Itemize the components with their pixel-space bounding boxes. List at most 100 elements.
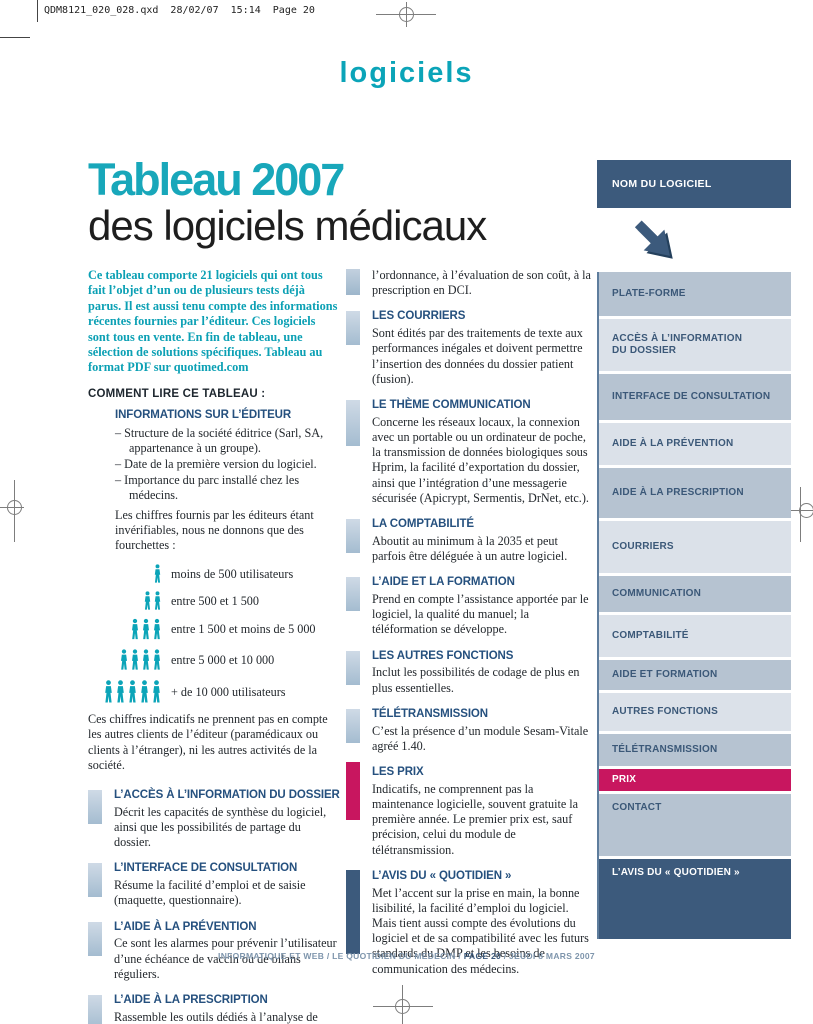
sidebar-row-plate-forme: PLATE-FORME [597,272,791,316]
legend-label: entre 5 000 et 10 000 [171,652,275,667]
section-heading: LES AUTRES FONCTIONS [372,649,514,662]
section-marker [88,863,102,898]
section-heading: L’INTERFACE DE CONSULTATION [114,862,298,875]
legend-icons [88,563,162,585]
section-body: C’est la présence d’un module Sesam-Vita… [372,723,589,753]
person-icon [144,591,151,610]
section-marker [346,311,360,346]
footer-page-number: PAGE 20 [463,951,502,961]
table-header-sidebar: NOM DU LOGICIEL PLATE-FORM [597,160,791,942]
print-filename-header: QDM8121_020_028.qxd 28/02/07 15:14 Page … [44,5,315,16]
sidebar-row-aide-prevention: AIDE À LA PRÉVENTION [597,423,791,465]
section-heading: LES PRIX [372,766,424,779]
section-body: Décrit les capacités de synthèse du logi… [114,804,327,850]
editor-info-block: INFORMATIONS SUR L’ÉDITEUR – Structure d… [115,409,340,553]
column-middle: l’ordonnance, à l’évaluation de son coût… [346,268,594,989]
legend-row: entre 5 000 et 10 000 [88,647,340,673]
section-body: Concerne les réseaux locaux, la connexio… [372,414,589,505]
section-marker [346,708,360,743]
registration-mark [399,7,414,22]
legend-label: moins de 500 utilisateurs [171,566,294,581]
sidebar-row-aide-prescription: AIDE À LA PRESCRIPTION [597,468,791,518]
section-communication: LE THÈME COMMUNICATION Concerne les rése… [346,399,594,506]
registration-mark [799,503,813,518]
registration-mark [395,999,410,1014]
section-heading: L’AVIS DU « QUOTIDIEN » [372,869,512,882]
sidebar-left-rule [597,272,599,939]
section-body: Rassemble les outils dédiés à l’analyse … [114,1009,318,1024]
person-icon [154,619,160,640]
section-body: Prend en compte l’assistance apportée pa… [372,592,589,637]
section-interface-consultation: L’INTERFACE DE CONSULTATION Résume la fa… [88,862,340,908]
legend-label: + de 10 000 utilisateurs [171,684,286,699]
section-aide-prescription: L’AIDE À LA PRESCRIPTION Rassemble les o… [88,994,340,1024]
section-comptabilite: LA COMPTABILITÉ Aboutit au minimum à la … [346,518,594,564]
sidebar-row-communication: COMMUNICATION [597,576,791,612]
person-icon [143,619,149,640]
section-body: Résume la facilité d’emploi et de saisie… [114,878,306,908]
column-left: Ce tableau comporte 21 logiciels qui ont… [88,268,340,1024]
footer-date: / JEUDI 8 MARS 2007 [501,951,595,961]
crop-mark [0,37,30,38]
legend-label: entre 1 500 et moins de 5 000 [171,622,316,637]
section-heading: L’AIDE ET LA FORMATION [372,576,515,589]
arrow-down-right-icon [634,220,673,259]
crop-mark [37,0,38,22]
section-prix: LES PRIX Indicatifs, ne comprennent pas … [346,762,594,858]
sidebar-row-prix: PRIX [597,769,791,791]
bullet-item: – Importance du parc installé chez les m… [115,473,300,503]
sidebar-arrow-cell [597,211,791,269]
section-body: l’ordonnance, à l’évaluation de son coût… [372,268,591,298]
section-courriers: LES COURRIERS Sont édités par des traite… [346,310,594,387]
sidebar-row-acces-information: ACCÈS À L’INFORMATION DU DOSSIER [597,319,791,371]
legend-row: entre 500 et 1 500 [88,590,340,612]
section-marker [346,650,360,685]
sidebar-rows: PLATE-FORME ACCÈS À L’INFORMATION DU DOS… [597,272,791,939]
person-icon [132,619,138,640]
legend-row: entre 1 500 et moins de 5 000 [88,617,340,642]
sidebar-row-aide-formation: AIDE ET FORMATION [597,660,791,690]
sidebar-row-interface: INTERFACE DE CONSULTATION [597,374,791,420]
sidebar-row-contact: CONTACT [597,794,791,856]
section-autres-fonctions: LES AUTRES FONCTIONS Inclut les possibil… [346,650,594,696]
legend-label: entre 500 et 1 500 [171,593,259,608]
section-marker [346,869,360,954]
section-heading: L’ACCÈS À L’INFORMATION DU DOSSIER [114,789,340,802]
section-kicker: logiciels [339,57,474,89]
person-icon [121,649,127,670]
person-icon [153,680,160,703]
legend-icons [88,678,162,706]
section-aide-formation: L’AIDE ET LA FORMATION Prend en compte l… [346,576,594,637]
person-icon [154,564,161,583]
section-body: Met l’accent sur la prise en main, la bo… [372,885,589,976]
legend-row: moins de 500 utilisateurs [88,563,340,585]
person-icon [154,649,160,670]
page-footer: INFORMATIQUE ET WEB / LE QUOTIDIEN DU ME… [0,951,813,961]
section-heading: L’AIDE À LA PRESCRIPTION [114,994,268,1007]
sidebar-header-nom-du-logiciel: NOM DU LOGICIEL [597,160,791,208]
person-icon [105,680,112,703]
legend-icons [88,617,162,642]
section-teletransmission: TÉLÉTRANSMISSION C’est la présence d’un … [346,708,594,754]
editor-info-note: Les chiffres fournis par les éditeurs ét… [115,507,314,553]
sidebar-row-avis-quotidien: L’AVIS DU « QUOTIDIEN » [597,859,791,939]
person-icon [143,649,149,670]
section-body: Indicatifs, ne comprennent pas la mainte… [372,781,579,857]
page-title-line2: des logiciels médicaux [88,202,487,250]
sidebar-row-autres-fonctions: AUTRES FONCTIONS [597,693,791,731]
section-aide-prevention: L’AIDE À LA PRÉVENTION Ce sont les alarm… [88,921,340,982]
registration-mark [7,500,22,515]
person-icon [132,649,138,670]
section-avis-quotidien: L’AVIS DU « QUOTIDIEN » Met l’accent sur… [346,869,594,977]
page-title: Tableau 2007 des logiciels médicaux [88,156,608,247]
section-heading: L’AIDE À LA PRÉVENTION [114,920,257,933]
person-icon [129,680,136,703]
section-acces-information: L’ACCÈS À L’INFORMATION DU DOSSIER Décri… [88,789,340,850]
section-marker [346,577,360,612]
section-marker [88,921,102,956]
editor-info-bullets: – Structure de la société éditrice (Sarl… [115,426,340,504]
section-heading: TÉLÉTRANSMISSION [372,707,488,720]
person-icon [141,680,148,703]
person-icon [117,680,124,703]
